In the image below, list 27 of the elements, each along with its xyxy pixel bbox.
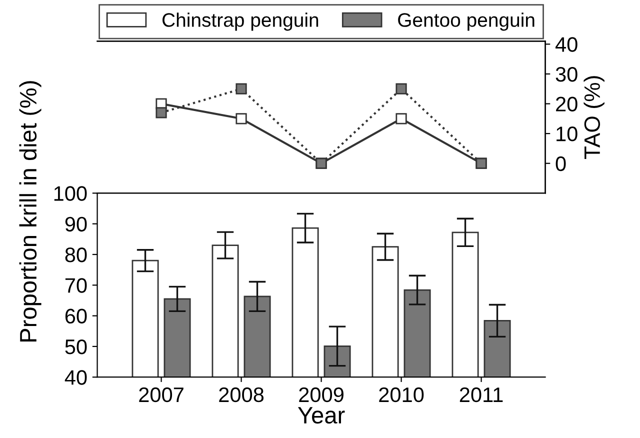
point	[236, 113, 247, 124]
point	[396, 113, 407, 124]
y-tick-label: 90	[65, 216, 87, 232]
y2-tick-label: 0	[556, 156, 566, 172]
x-tick-label: 2011	[460, 387, 503, 402]
y-tick-label: 100	[54, 186, 87, 201]
y-tick-label: 60	[65, 308, 87, 324]
y-tick-label: 80	[65, 247, 87, 262]
x-axis-title: Year	[298, 407, 345, 424]
y-axis-title: Proportion krill in diet (%)	[19, 81, 42, 342]
y2-tick-label: 40	[555, 37, 578, 52]
y-tick-label: 50	[65, 339, 87, 354]
y2-axis-title: TAO (%)	[584, 76, 604, 160]
legend-label: Gentoo penguin	[398, 12, 534, 31]
point	[156, 107, 167, 118]
x-tick-label: 2010	[379, 387, 424, 402]
x-tick-label: 2008	[219, 387, 264, 402]
y2-tick-label: 10	[556, 126, 578, 142]
point	[396, 83, 407, 94]
y-tick-label: 40	[64, 370, 87, 385]
x-tick-label: 2007	[139, 387, 184, 402]
x-tick-label: 2009	[299, 387, 344, 402]
y2-tick-label: 20	[556, 96, 578, 112]
point	[236, 83, 247, 94]
y-tick-label: 70	[65, 278, 87, 293]
y2-tick-label: 30	[556, 66, 578, 82]
legend-label: Chinstrap penguin	[162, 12, 318, 31]
